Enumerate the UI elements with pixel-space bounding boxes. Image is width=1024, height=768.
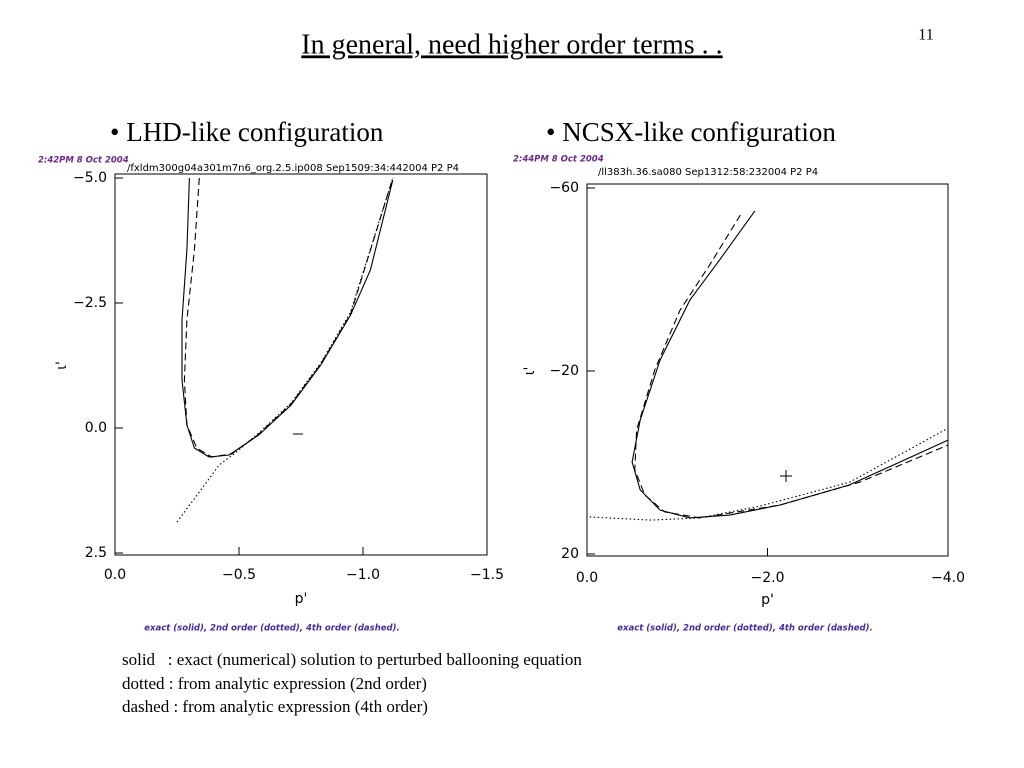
plot-file: /fxldm300g04a301m7n6_org.2.5.ip008 Sep15… — [127, 163, 459, 174]
x-axis-label: p' — [295, 591, 308, 607]
y-tick-label: −2.5 — [73, 295, 107, 311]
note: dotted : from analytic expression (2nd o… — [122, 674, 427, 693]
plot-frame — [114, 173, 488, 556]
y-tick-label: 0.0 — [85, 420, 107, 436]
note: dashed : from analytic expression (4th o… — [122, 697, 428, 716]
plot-stamp: 2:44PM 8 Oct 2004 — [513, 155, 604, 165]
plot-frame — [586, 183, 949, 557]
x-tick-label: 0.0 — [576, 570, 598, 586]
series-line — [634, 214, 949, 519]
x-tick-label: −1.5 — [470, 567, 504, 583]
series-line — [181, 177, 394, 458]
page-number: 11 — [918, 27, 933, 44]
y-tick-label: 20 — [561, 546, 579, 562]
series-line — [631, 210, 949, 519]
y-tick-label: −20 — [549, 363, 579, 379]
bullet: • LHD-like configuration — [110, 117, 384, 147]
note: solid : exact (numerical) solution to pe… — [122, 650, 582, 669]
y-axis-label: ι' — [522, 367, 538, 376]
x-tick-label: −2.0 — [751, 570, 785, 586]
x-tick-label: 0.0 — [104, 567, 126, 583]
y-tick-label: 2.5 — [85, 545, 107, 561]
series-line — [589, 427, 949, 521]
y-axis-label: ι' — [54, 361, 70, 370]
plot-caption: exact (solid), 2nd order (dotted), 4th o… — [144, 624, 400, 634]
plot-file: /ll383h.36.sa080 Sep1312:58:232004 P2 P4 — [598, 167, 818, 178]
plot-caption: exact (solid), 2nd order (dotted), 4th o… — [617, 624, 873, 634]
slide-title: In general, need higher order terms . . — [301, 29, 722, 60]
x-tick-label: −4.0 — [931, 570, 965, 586]
y-tick-label: −5.0 — [73, 170, 107, 186]
series-line — [183, 177, 394, 458]
x-axis-label: p' — [761, 592, 774, 608]
bullet: • NCSX-like configuration — [546, 117, 836, 147]
plot-stamp: 2:42PM 8 Oct 2004 — [38, 156, 129, 166]
x-tick-label: −0.5 — [222, 567, 256, 583]
x-tick-label: −1.0 — [346, 567, 380, 583]
y-tick-label: −60 — [549, 180, 579, 196]
series-line — [176, 177, 394, 523]
